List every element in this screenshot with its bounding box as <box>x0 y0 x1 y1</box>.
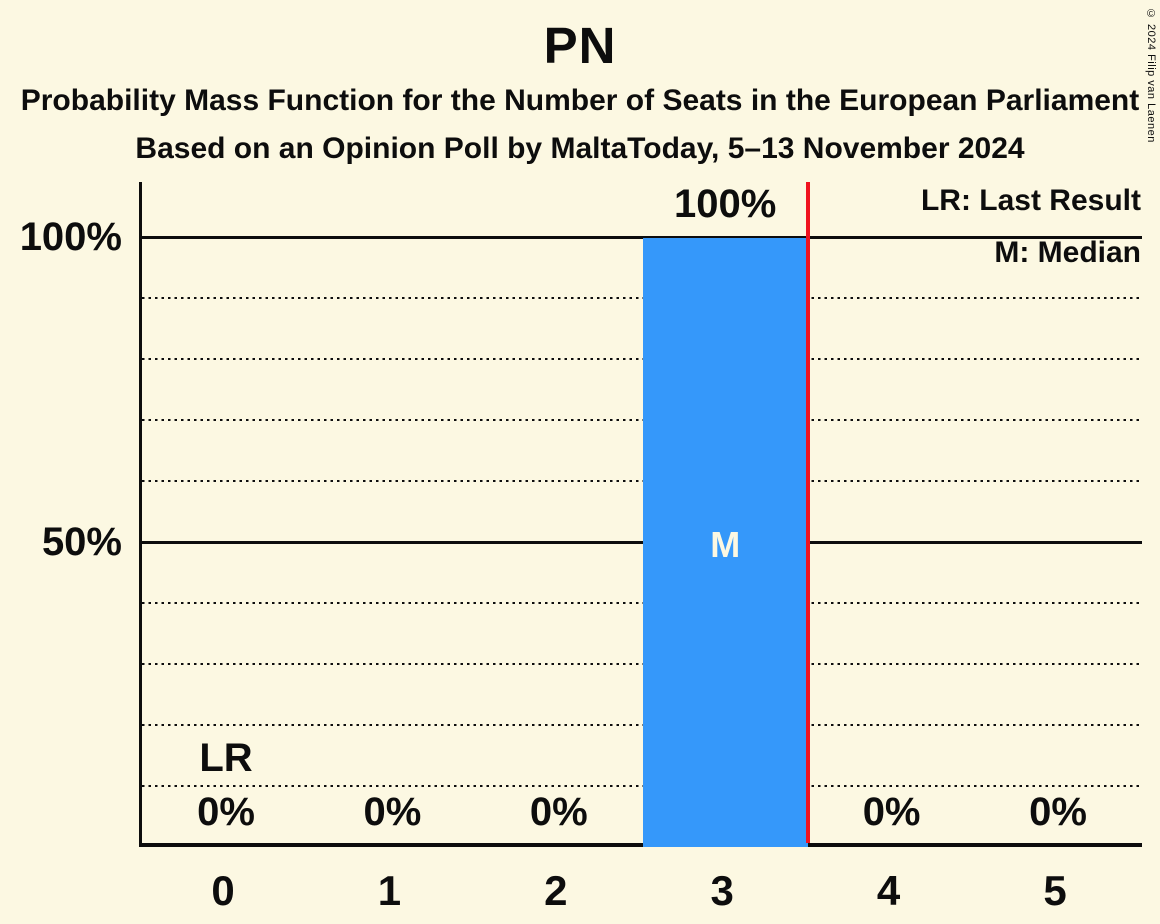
last-result-line <box>806 182 811 843</box>
value-label-seats-1: 0% <box>363 790 422 834</box>
value-label-seats-4: 0% <box>862 790 921 834</box>
chart-source-subtitle: Based on an Opinion Poll by MaltaToday, … <box>135 132 1025 165</box>
gridline-50pct <box>142 540 1142 544</box>
gridline-70pct <box>142 418 1142 421</box>
value-label-seats-0: 0% <box>197 790 255 834</box>
bar-seats-3 <box>642 238 808 847</box>
plot-area: 0% 0% 0% 100% 0% 0% LR M <box>139 182 1142 847</box>
median-marker: M <box>710 524 741 565</box>
x-tick-label-1: 1 <box>377 867 402 914</box>
gridline-20pct <box>142 723 1142 726</box>
x-tick-label-4: 4 <box>876 867 901 914</box>
value-label-seats-3: 100% <box>674 182 777 226</box>
gridline-60pct <box>142 479 1142 482</box>
gridline-40pct <box>142 601 1142 604</box>
chart-subtitle: Probability Mass Function for the Number… <box>20 84 1140 117</box>
page-title: PN <box>543 17 617 74</box>
y-tick-label-50: 50% <box>41 520 122 564</box>
copyright-notice: © 2024 Filip van Laenen <box>1145 8 1157 143</box>
value-label-seats-2: 0% <box>529 790 588 834</box>
gridline-30pct <box>142 662 1142 665</box>
x-tick-label-5: 5 <box>1043 867 1067 914</box>
gridline-10pct <box>142 784 1142 787</box>
y-tick-label-100: 100% <box>19 215 122 259</box>
gridline-90pct <box>142 296 1142 299</box>
legend-median: M: Median <box>994 236 1141 269</box>
value-label-seats-5: 0% <box>1029 790 1087 834</box>
gridline-80pct <box>142 357 1142 360</box>
x-tick-label-2: 2 <box>544 867 568 914</box>
legend-last-result: LR: Last Result <box>920 184 1141 217</box>
x-tick-label-0: 0 <box>211 867 235 914</box>
last-result-marker: LR <box>199 736 253 780</box>
gridline-100pct <box>142 235 1142 239</box>
x-tick-label-3: 3 <box>710 867 734 914</box>
